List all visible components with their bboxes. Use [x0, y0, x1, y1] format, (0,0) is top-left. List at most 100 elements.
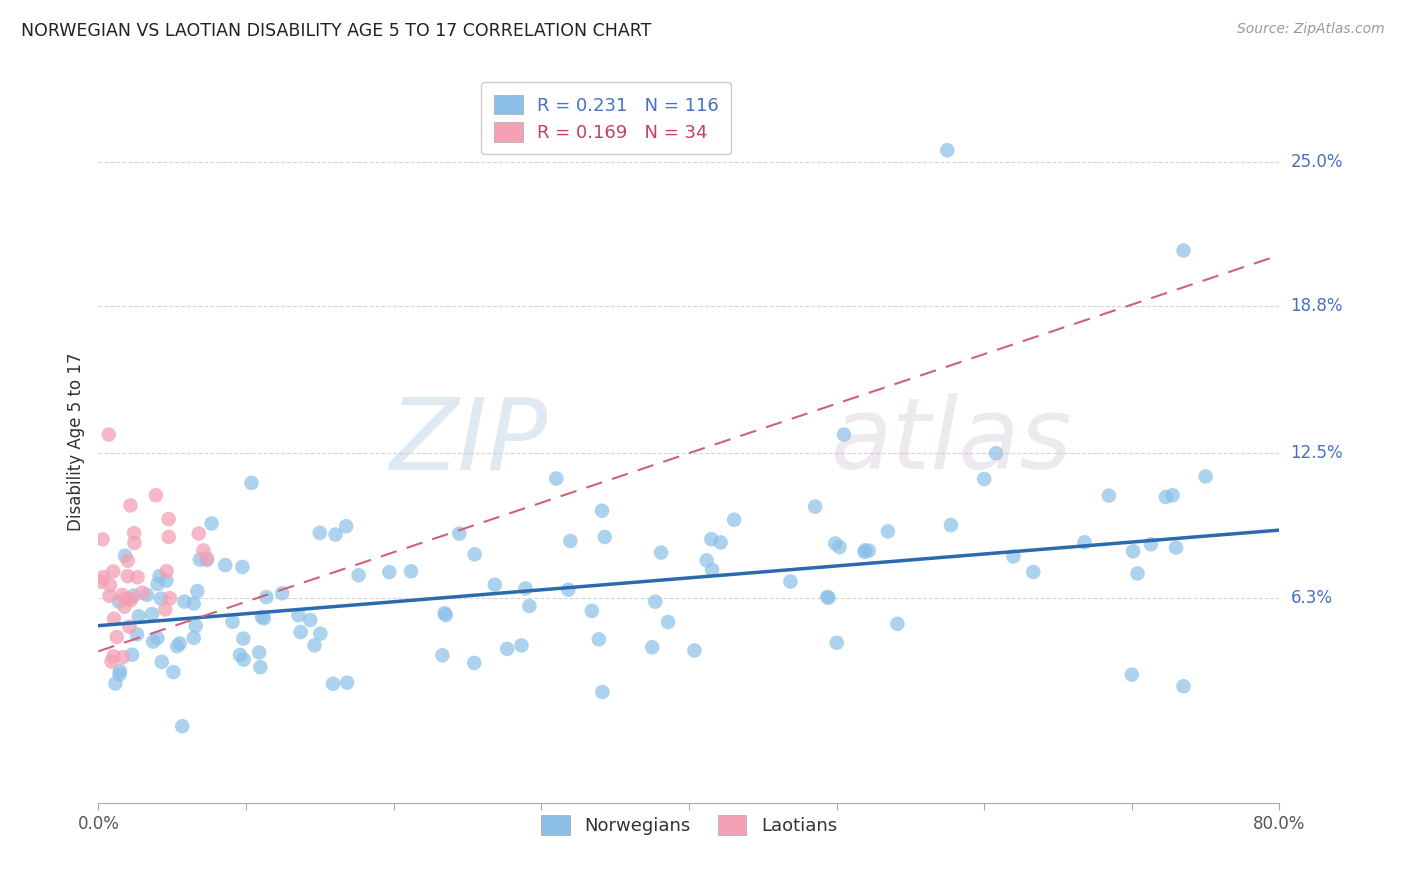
Point: [186, 584, 208, 599]
Point: [399, 564, 422, 578]
Point: [254, 590, 277, 604]
Point: [308, 525, 330, 540]
Point: [804, 500, 827, 514]
Point: [936, 143, 959, 157]
Point: [98, 578, 121, 592]
Point: [214, 558, 236, 573]
Text: ZIP: ZIP: [389, 393, 547, 490]
Point: [560, 533, 582, 548]
Point: [193, 543, 215, 558]
Point: [221, 615, 243, 629]
Point: [145, 488, 167, 502]
Point: [484, 578, 506, 592]
Point: [247, 645, 270, 659]
Point: [120, 593, 142, 607]
Point: [249, 660, 271, 674]
Point: [853, 543, 876, 558]
Point: [157, 530, 180, 544]
Point: [229, 648, 252, 662]
Point: [825, 636, 848, 650]
Point: [97, 427, 120, 442]
Point: [496, 641, 519, 656]
Point: [232, 652, 254, 666]
Point: [271, 586, 294, 600]
Legend: Norwegians, Laotians: Norwegians, Laotians: [531, 806, 846, 845]
Point: [650, 545, 672, 559]
Point: [183, 597, 205, 611]
Text: 6.3%: 6.3%: [1291, 589, 1333, 607]
Point: [128, 609, 150, 624]
Point: [464, 547, 486, 561]
Point: [108, 667, 131, 681]
Point: [142, 634, 165, 648]
Point: [187, 526, 209, 541]
Point: [434, 608, 457, 623]
Point: [515, 582, 537, 596]
Point: [90, 574, 112, 589]
Text: Source: ZipAtlas.com: Source: ZipAtlas.com: [1237, 22, 1385, 37]
Point: [122, 589, 145, 603]
Point: [517, 599, 540, 613]
Point: [141, 607, 163, 621]
Point: [973, 472, 995, 486]
Point: [118, 591, 141, 606]
Point: [155, 574, 177, 588]
Point: [93, 570, 115, 584]
Point: [103, 649, 125, 664]
Point: [877, 524, 900, 539]
Point: [347, 568, 370, 582]
Point: [117, 554, 139, 568]
Point: [148, 569, 170, 583]
Point: [325, 527, 347, 541]
Point: [146, 631, 169, 645]
Point: [101, 565, 124, 579]
Point: [172, 719, 194, 733]
Point: [832, 427, 855, 442]
Text: 12.5%: 12.5%: [1291, 444, 1343, 462]
Text: 18.8%: 18.8%: [1291, 297, 1343, 316]
Point: [1122, 544, 1144, 558]
Point: [700, 532, 723, 546]
Point: [121, 648, 143, 662]
Point: [591, 685, 613, 699]
Point: [984, 446, 1007, 460]
Point: [710, 535, 733, 549]
Point: [159, 591, 181, 606]
Point: [1173, 679, 1195, 693]
Point: [250, 610, 273, 624]
Point: [200, 516, 222, 531]
Point: [287, 608, 309, 623]
Point: [103, 612, 125, 626]
Point: [858, 543, 880, 558]
Point: [240, 475, 263, 490]
Point: [195, 551, 218, 566]
Point: [309, 626, 332, 640]
Point: [111, 588, 134, 602]
Point: [105, 630, 128, 644]
Point: [122, 526, 145, 541]
Point: [108, 664, 131, 678]
Point: [581, 604, 603, 618]
Point: [557, 582, 579, 597]
Point: [1073, 535, 1095, 549]
Point: [114, 599, 136, 614]
Point: [162, 665, 184, 679]
Point: [546, 471, 568, 485]
Point: [117, 569, 139, 583]
Point: [98, 589, 121, 603]
Point: [253, 611, 276, 625]
Point: [853, 545, 876, 559]
Point: [322, 677, 344, 691]
Point: [1098, 489, 1121, 503]
Point: [135, 588, 157, 602]
Point: [299, 613, 322, 627]
Point: [433, 606, 456, 620]
Point: [432, 648, 454, 663]
Point: [1161, 488, 1184, 502]
Point: [591, 504, 613, 518]
Point: [1173, 244, 1195, 258]
Point: [108, 595, 131, 609]
Point: [939, 518, 962, 533]
Point: [91, 533, 114, 547]
Point: [157, 512, 180, 526]
